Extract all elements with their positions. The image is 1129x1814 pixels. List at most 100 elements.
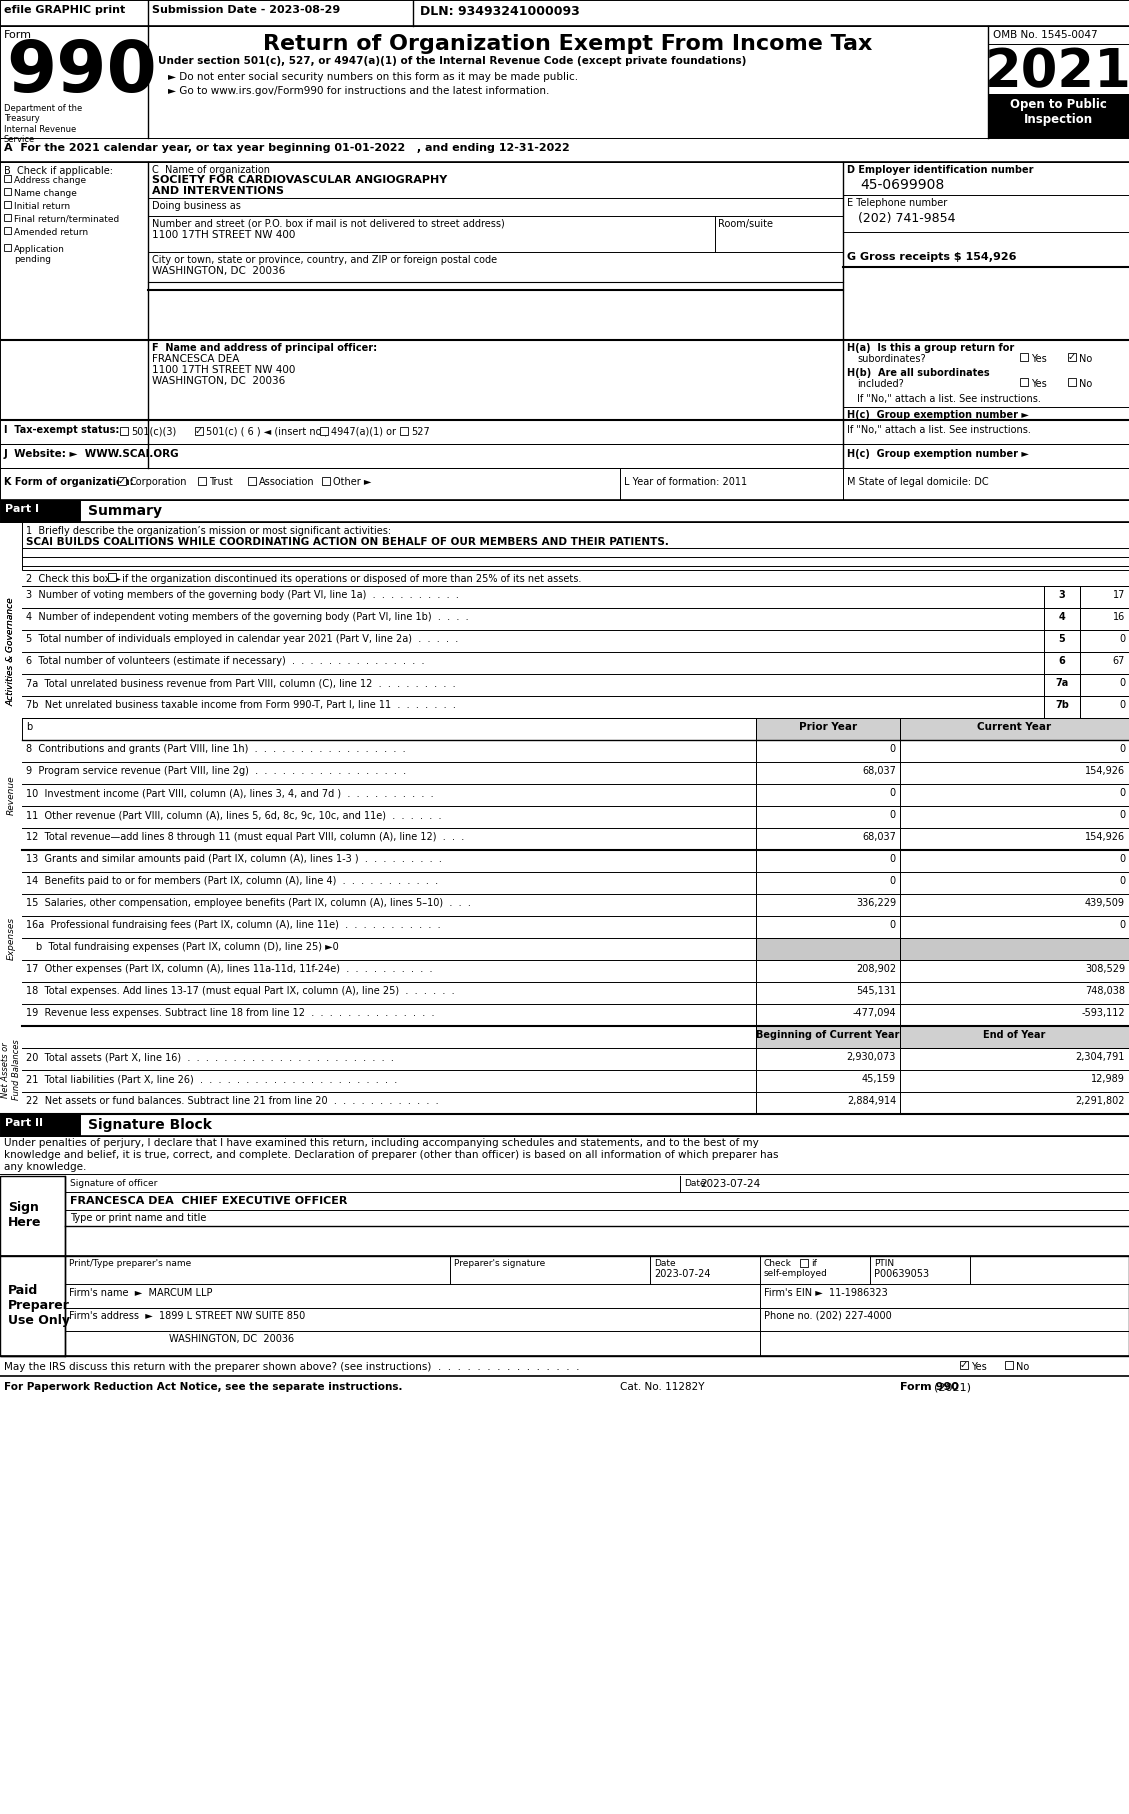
Text: Beginning of Current Year: Beginning of Current Year: [756, 1030, 900, 1039]
Text: (202) 741-9854: (202) 741-9854: [858, 212, 955, 225]
Bar: [1044, 651, 1080, 675]
Text: P00639053: P00639053: [874, 1270, 929, 1279]
Text: 4: 4: [1059, 611, 1066, 622]
Text: End of Year: End of Year: [983, 1030, 1045, 1039]
Text: 308,529: 308,529: [1085, 963, 1124, 974]
Bar: [988, 94, 1129, 138]
Text: Doing business as: Doing business as: [152, 201, 240, 210]
Text: G Gross receipts $ 154,926: G Gross receipts $ 154,926: [847, 252, 1016, 261]
Text: 990: 990: [6, 38, 157, 107]
Text: WASHINGTON, DC  20036: WASHINGTON, DC 20036: [169, 1333, 295, 1344]
Text: Other ►: Other ►: [333, 477, 371, 486]
Text: 12  Total revenue—add lines 8 through 11 (must equal Part VIII, column (A), line: 12 Total revenue—add lines 8 through 11 …: [26, 833, 464, 842]
Text: May the IRS discuss this return with the preparer shown above? (see instructions: May the IRS discuss this return with the…: [5, 1362, 579, 1371]
Text: ✓: ✓: [1068, 352, 1076, 363]
Text: 0: 0: [1119, 811, 1124, 820]
Text: B  Check if applicable:: B Check if applicable:: [5, 167, 113, 176]
Bar: [5, 227, 11, 234]
Bar: [120, 426, 128, 435]
Text: I  Tax-exempt status:: I Tax-exempt status:: [5, 424, 120, 435]
Bar: [900, 938, 1129, 960]
Text: Prior Year: Prior Year: [799, 722, 857, 733]
Text: Application
pending: Application pending: [14, 245, 64, 265]
Text: WASHINGTON, DC  20036: WASHINGTON, DC 20036: [152, 375, 286, 386]
Text: 13  Grants and similar amounts paid (Part IX, column (A), lines 1-3 )  .  .  .  : 13 Grants and similar amounts paid (Part…: [26, 854, 441, 863]
Bar: [21, 718, 1129, 740]
Bar: [248, 477, 256, 484]
Bar: [1044, 697, 1080, 718]
Text: 17  Other expenses (Part IX, column (A), lines 11a-11d, 11f-24e)  .  .  .  .  . : 17 Other expenses (Part IX, column (A), …: [26, 963, 432, 974]
Text: 0: 0: [890, 920, 896, 931]
Bar: [148, 0, 413, 25]
Text: Phone no. (202) 227-4000: Phone no. (202) 227-4000: [764, 1312, 892, 1321]
Text: Return of Organization Exempt From Income Tax: Return of Organization Exempt From Incom…: [263, 34, 873, 54]
Text: No: No: [1079, 354, 1092, 365]
Text: J  Website: ►  WWW.SCAI.ORG: J Website: ► WWW.SCAI.ORG: [5, 450, 180, 459]
Text: Trust: Trust: [209, 477, 233, 486]
Bar: [1080, 608, 1129, 629]
Text: efile GRAPHIC print: efile GRAPHIC print: [5, 5, 125, 15]
Bar: [400, 426, 408, 435]
Text: 154,926: 154,926: [1085, 766, 1124, 776]
Text: 2,930,073: 2,930,073: [847, 1052, 896, 1061]
Text: subordinates?: subordinates?: [857, 354, 926, 365]
Bar: [0, 501, 80, 522]
Text: 18  Total expenses. Add lines 13-17 (must equal Part IX, column (A), line 25)  .: 18 Total expenses. Add lines 13-17 (must…: [26, 987, 455, 996]
Text: Firm's address  ►  1899 L STREET NW SUITE 850: Firm's address ► 1899 L STREET NW SUITE …: [69, 1312, 305, 1321]
Text: 19  Revenue less expenses. Subtract line 18 from line 12  .  .  .  .  .  .  .  .: 19 Revenue less expenses. Subtract line …: [26, 1009, 435, 1018]
Text: 15  Salaries, other compensation, employee benefits (Part IX, column (A), lines : 15 Salaries, other compensation, employe…: [26, 898, 471, 909]
Text: 0: 0: [890, 876, 896, 885]
Bar: [900, 718, 1129, 740]
Text: 8  Contributions and grants (Part VIII, line 1h)  .  .  .  .  .  .  .  .  .  .  : 8 Contributions and grants (Part VIII, l…: [26, 744, 405, 755]
Text: L Year of formation: 2011: L Year of formation: 2011: [624, 477, 747, 486]
Text: 0: 0: [890, 787, 896, 798]
Text: Final return/terminated: Final return/terminated: [14, 216, 120, 223]
Bar: [0, 339, 1129, 421]
Text: 16: 16: [1113, 611, 1124, 622]
Text: E Telephone number: E Telephone number: [847, 198, 947, 209]
Bar: [195, 426, 203, 435]
Bar: [5, 201, 11, 209]
Text: 0: 0: [1119, 700, 1124, 709]
Text: -593,112: -593,112: [1082, 1009, 1124, 1018]
Text: 1100 17TH STREET NW 400: 1100 17TH STREET NW 400: [152, 365, 296, 375]
Text: H(c)  Group exemption number ►: H(c) Group exemption number ►: [847, 450, 1029, 459]
Text: 3: 3: [1059, 590, 1066, 600]
Bar: [0, 1114, 80, 1136]
Text: 336,229: 336,229: [856, 898, 896, 909]
Text: Name change: Name change: [14, 189, 77, 198]
Text: D Employer identification number: D Employer identification number: [847, 165, 1033, 174]
Text: included?: included?: [857, 379, 903, 388]
Text: K Form of organization:: K Form of organization:: [5, 477, 133, 486]
Text: Yes: Yes: [1031, 354, 1047, 365]
Text: 208,902: 208,902: [856, 963, 896, 974]
Bar: [0, 1175, 65, 1255]
Text: H(c)  Group exemption number ►: H(c) Group exemption number ►: [847, 410, 1029, 421]
Text: 9  Program service revenue (Part VIII, line 2g)  .  .  .  .  .  .  .  .  .  .  .: 9 Program service revenue (Part VIII, li…: [26, 766, 406, 776]
Text: 10  Investment income (Part VIII, column (A), lines 3, 4, and 7d )  .  .  .  .  : 10 Investment income (Part VIII, column …: [26, 787, 434, 798]
Text: 4  Number of independent voting members of the governing body (Part VI, line 1b): 4 Number of independent voting members o…: [26, 611, 469, 622]
Text: 154,926: 154,926: [1085, 833, 1124, 842]
Bar: [988, 25, 1129, 138]
Text: Activities & Governance: Activities & Governance: [7, 597, 16, 706]
Text: Under penalties of perjury, I declare that I have examined this return, includin: Under penalties of perjury, I declare th…: [5, 1137, 759, 1148]
Bar: [119, 477, 126, 484]
Text: 545,131: 545,131: [856, 987, 896, 996]
Text: 45,159: 45,159: [863, 1074, 896, 1085]
Text: 6: 6: [1059, 657, 1066, 666]
Bar: [1044, 629, 1080, 651]
Text: 3  Number of voting members of the governing body (Part VI, line 1a)  .  .  .  .: 3 Number of voting members of the govern…: [26, 590, 458, 600]
Bar: [1080, 586, 1129, 608]
Bar: [0, 468, 1129, 501]
Text: If "No," attach a list. See instructions.: If "No," attach a list. See instructions…: [857, 394, 1041, 405]
Text: if: if: [811, 1259, 817, 1268]
Text: ✓: ✓: [117, 475, 126, 486]
Text: Firm's name  ►  MARCUM LLP: Firm's name ► MARCUM LLP: [69, 1288, 212, 1299]
Text: 7a: 7a: [1056, 678, 1069, 688]
Bar: [1080, 651, 1129, 675]
Bar: [320, 426, 329, 435]
Text: Expenses: Expenses: [7, 916, 16, 960]
Text: 21  Total liabilities (Part X, line 26)  .  .  .  .  .  .  .  .  .  .  .  .  .  : 21 Total liabilities (Part X, line 26) .…: [26, 1074, 397, 1085]
Bar: [21, 522, 1129, 570]
Text: 0: 0: [1119, 876, 1124, 885]
